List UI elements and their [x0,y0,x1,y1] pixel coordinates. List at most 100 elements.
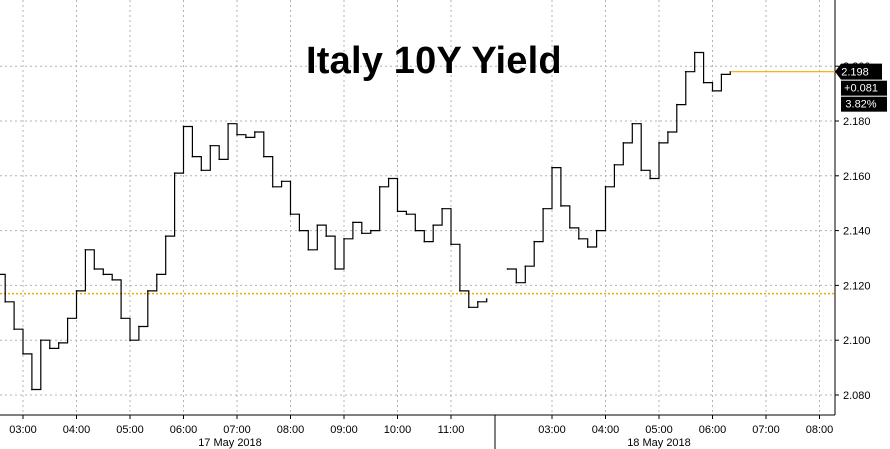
data-point [595,229,598,232]
x-tick-label: 06:00 [699,424,727,436]
last-value-text: 2.198 [841,67,869,79]
data-point [711,90,714,92]
change-text: +0.081 [844,83,878,95]
data-point [289,213,292,215]
x-tick-label: 04:00 [63,424,91,436]
data-point [271,185,274,188]
x-tick-label: 08:00 [277,424,305,436]
data-point [485,298,488,300]
data-point [57,342,60,344]
data-point [227,122,229,125]
data-point [387,177,390,180]
data-point [658,142,660,144]
data-point [138,325,140,328]
data-point [405,213,408,215]
data-point [22,353,24,355]
data-point [515,281,518,284]
data-point [441,207,443,210]
data-point [129,339,131,342]
data-point [459,290,461,292]
data-point [120,317,122,320]
data-point [414,229,417,232]
data-point [147,290,149,292]
data-point [676,103,678,106]
data-point [173,172,176,174]
data-point [325,235,327,237]
data-point [569,227,571,229]
data-point [352,221,354,224]
y-tick-label: 2.080 [843,390,871,402]
pct-text: 3.82% [845,99,876,111]
y-tick-label: 2.160 [843,171,871,183]
data-point [84,248,87,251]
data-point [542,207,544,210]
x-tick-label: 06:00 [170,424,198,436]
data-point [432,224,434,226]
data-point [75,290,78,292]
data-point [66,317,69,320]
last-value-tag [835,63,882,80]
data-point [111,279,113,281]
x-tick-label: 09:00 [330,424,358,436]
x-tick-label: 10:00 [384,424,412,436]
series-line [0,123,488,391]
data-point [450,243,452,246]
series-line [507,51,731,284]
data-point [551,166,553,169]
data-point [396,210,399,213]
data-point [378,185,381,188]
data-point [316,224,319,226]
data-point [468,306,470,309]
data-point [191,155,194,158]
data-point [667,131,669,133]
x-tick-label: 08:00 [806,424,834,436]
data-point [343,238,345,240]
data-point [298,229,301,232]
x-tick-label: 05:00 [116,424,144,436]
x-tick-label: 05:00 [645,424,673,436]
data-point [533,240,535,243]
data-point [622,142,625,144]
data-point [182,125,185,128]
data-point [702,81,705,84]
x-tick-label: 07:00 [752,424,780,436]
change-tag [841,80,887,96]
data-point [649,177,651,180]
data-point [307,248,310,251]
data-point [200,169,203,172]
x-tick-label: 03:00 [9,424,37,436]
data-point [631,122,634,125]
data-point [693,51,696,54]
data-point [524,265,527,268]
data-point [102,273,105,276]
y-tick-label: 2.140 [843,226,871,238]
data-point [209,144,212,147]
y-tick-label: 2.180 [843,116,871,128]
data-point [476,301,479,303]
data-point [720,73,723,76]
x-tick-label: 04:00 [592,424,620,436]
data-point [262,155,265,158]
data-point [577,238,580,240]
data-point [48,347,51,350]
data-point [560,205,562,207]
date-label: 17 May 2018 [198,437,262,449]
data-point [31,388,33,391]
x-tick-label: 07:00 [223,424,251,436]
y-tick-label: 2.100 [843,335,871,347]
y-tick-label: 2.120 [843,280,871,292]
date-label: 18 May 2018 [627,437,691,449]
data-point [369,229,372,232]
data-point [586,246,589,248]
pct-tag [841,96,887,112]
data-point [280,180,283,183]
data-point [218,158,220,161]
x-tick-label: 03:00 [538,424,566,436]
data-point [334,268,336,270]
data-point [93,268,96,270]
data-point [245,136,247,139]
data-point [604,185,607,188]
data-point [254,131,256,133]
x-tick-label: 11:00 [438,424,465,436]
